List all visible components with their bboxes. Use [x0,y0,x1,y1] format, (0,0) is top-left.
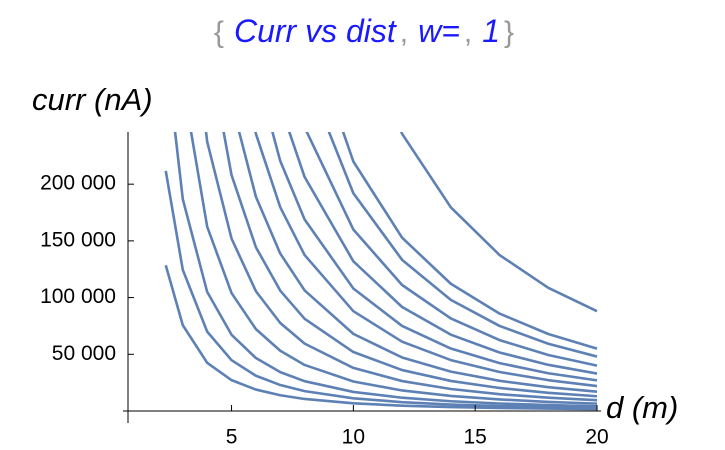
x-tick-label: 20 [585,426,608,449]
title-punct: , [464,16,472,49]
curve [305,132,598,367]
x-tick-label: 10 [342,426,365,449]
title-punct: { [214,16,224,49]
chart-title: {Curr vs dist, w=, 1} [214,13,514,49]
title-text: Curr vs dist [234,13,397,49]
y-tick-label: 200 000 [40,172,116,195]
x-tick-label: 15 [464,426,487,449]
curve [287,132,598,375]
curve [327,132,598,358]
curve [237,132,598,394]
curve [173,132,598,408]
curve [222,132,598,398]
curve [271,132,598,382]
title-punct: } [504,16,514,49]
curve [189,132,598,405]
curve [204,132,598,402]
curve [341,132,598,350]
curve [399,132,598,313]
y-tick-label: 100 000 [40,285,116,308]
plot-area [164,132,598,411]
title-text: 1 [482,13,500,49]
title-text: w= [418,13,460,49]
title-punct: , [400,16,408,49]
y-tick-label: 150 000 [40,228,116,251]
x-tick-label: 5 [226,426,238,449]
curve [164,170,598,410]
curve [254,132,598,388]
y-axis-label: curr (nA) [32,82,153,117]
curve [164,264,598,411]
y-tick-label: 50 000 [52,342,116,365]
x-axis-label: d (m) [606,390,678,425]
